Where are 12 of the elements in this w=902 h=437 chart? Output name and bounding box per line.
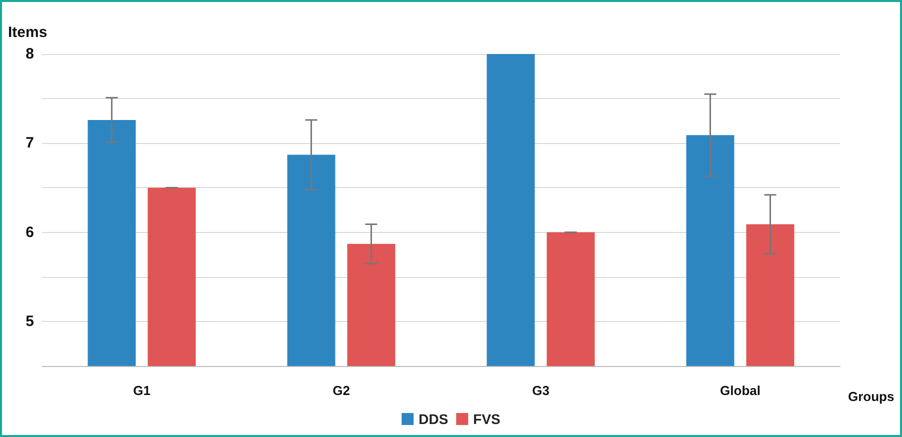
y-tick-label: 8 bbox=[26, 46, 34, 62]
x-tick-label: G3 bbox=[532, 383, 550, 398]
x-tick-label: G2 bbox=[332, 383, 350, 398]
x-axis-title: Groups bbox=[848, 389, 894, 404]
x-tick-label: Global bbox=[720, 383, 760, 398]
legend-label: FVS bbox=[473, 411, 500, 427]
x-tick-label: G1 bbox=[133, 383, 150, 398]
y-tick-label: 6 bbox=[26, 224, 34, 241]
y-axis-title: Items bbox=[8, 24, 48, 41]
legend-label: DDS bbox=[418, 411, 448, 427]
y-tick-label: 7 bbox=[26, 134, 34, 152]
y-tick-label: 5 bbox=[26, 312, 34, 330]
